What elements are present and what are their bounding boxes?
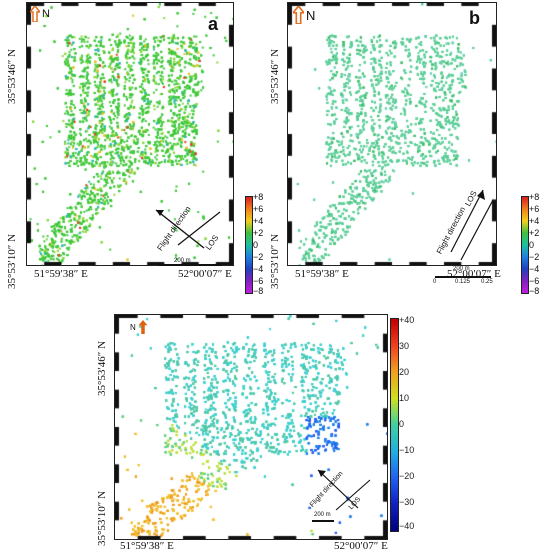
lat-bottom-label-c: 35°53′10″ N [96, 490, 108, 546]
north-label: N [306, 7, 316, 23]
deformation-map-b [288, 3, 496, 265]
panel-letter-b: b [469, 8, 480, 28]
colorbar-a [245, 196, 253, 294]
colorbar-c [390, 318, 399, 532]
north-arrow-c: N [130, 320, 148, 334]
north-arrow-icon [138, 320, 148, 334]
north-arrow-a: N [30, 6, 50, 22]
lon-left-label-a: 51°59′38″ E [34, 268, 88, 280]
deformation-map-c [115, 315, 387, 539]
lat-top-label-a: 35°53′46″ N [6, 48, 18, 104]
scale-label-b: 200 m [453, 266, 470, 272]
scale-label-c: 200 m [314, 512, 331, 518]
colorbar-labels-c: +40 30 20 10 0 −10 −20 −30 −40 [399, 315, 415, 531]
north-arrow-b: N [293, 6, 315, 24]
lon-right-label-a: 52°00′07″ E [178, 268, 232, 280]
lon-left-label-b: 51°59′38″ E [295, 268, 349, 280]
north-arrow-icon [30, 6, 40, 22]
lat-top-label-c: 35°53′46″ N [96, 340, 108, 396]
flight-los-arrows-c [317, 469, 371, 511]
flight-los-arrows-a [155, 209, 221, 249]
colorbar-b [521, 196, 529, 294]
colorbar-labels-a: +8 +6 +4 +2 0 −2 −4 −6 −8 [253, 192, 264, 296]
panel-letter-a: a [208, 14, 219, 34]
flight-los-arrows-b [450, 189, 494, 261]
lon-left-label-c: 51°59′38″ E [120, 540, 174, 552]
scale-label-a: 200 m [174, 258, 191, 264]
colorbar-labels-b: +8 +6 +4 +2 0 −2 −4 −6 −8 [529, 192, 540, 296]
panel-letter-c: c [124, 506, 134, 525]
lat-bottom-label-a: 35°53′10″ N [6, 233, 18, 289]
lon-right-label-c: 52°00′07″ E [334, 540, 388, 552]
north-arrow-icon [293, 6, 304, 24]
panel-a: N a 35°53′46″ N 35°53′10″ N 51°59′38″ E … [0, 0, 270, 300]
deformation-map-a [27, 3, 233, 265]
lat-bottom-label-b: 35°53′10″ N [269, 233, 281, 289]
lat-top-label-b: 35°53′46″ N [269, 48, 281, 104]
north-label: N [42, 8, 50, 20]
panel-b: N b 35°53′46″ N 35°53′10″ N 51°59′38″ E … [269, 0, 550, 300]
north-label: N [130, 322, 136, 332]
panel-c: N c 35°53′46″ N 35°53′10″ N 51°59′38″ E … [90, 310, 420, 555]
